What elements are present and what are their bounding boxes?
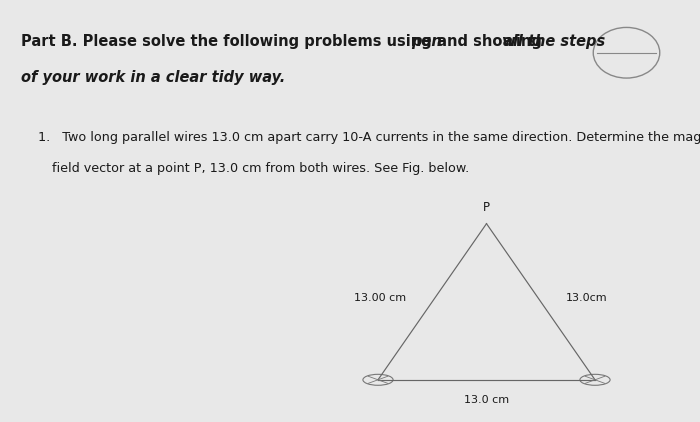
Text: 13.0cm: 13.0cm	[566, 292, 607, 303]
Text: 1.   Two long parallel wires 13.0 cm apart carry 10-A currents in the same direc: 1. Two long parallel wires 13.0 cm apart…	[38, 131, 700, 144]
Text: P: P	[483, 201, 490, 214]
Text: 13.00 cm: 13.00 cm	[354, 292, 406, 303]
Text: pen: pen	[411, 34, 442, 49]
Text: all the steps: all the steps	[503, 34, 605, 49]
Text: Part B. Please solve the following problems using: Part B. Please solve the following probl…	[21, 34, 437, 49]
Text: and showing: and showing	[432, 34, 547, 49]
Text: 13.0 cm: 13.0 cm	[464, 395, 509, 405]
Text: field vector at a point P, 13.0 cm from both wires. See Fig. below.: field vector at a point P, 13.0 cm from …	[52, 162, 470, 176]
Text: of your work in a clear tidy way.: of your work in a clear tidy way.	[21, 70, 286, 85]
